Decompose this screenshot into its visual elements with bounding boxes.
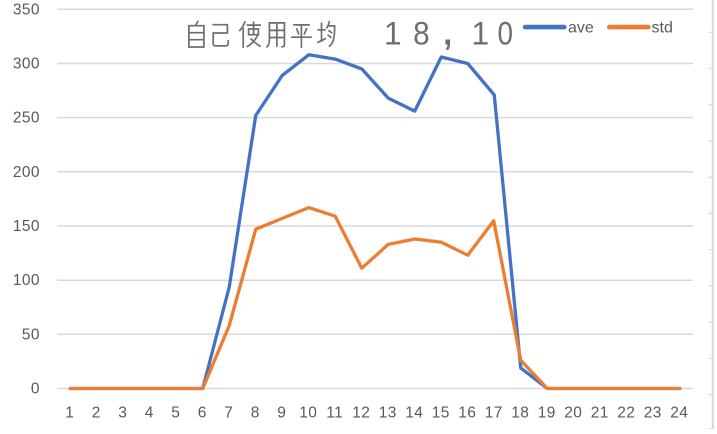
svg-text:19: 19 xyxy=(538,405,556,422)
svg-text:24: 24 xyxy=(670,405,688,422)
svg-text:9: 9 xyxy=(277,405,286,422)
svg-text:10: 10 xyxy=(299,405,317,422)
svg-text:12: 12 xyxy=(352,405,370,422)
svg-text:7: 7 xyxy=(224,405,233,422)
svg-text:0: 0 xyxy=(31,381,40,398)
svg-text:3: 3 xyxy=(118,405,127,422)
svg-text:22: 22 xyxy=(617,405,635,422)
svg-text:350: 350 xyxy=(13,1,40,18)
svg-text:23: 23 xyxy=(644,405,662,422)
svg-text:200: 200 xyxy=(13,164,40,181)
svg-text:0: 0 xyxy=(498,16,514,52)
svg-text:1: 1 xyxy=(384,16,402,52)
svg-text:2: 2 xyxy=(92,405,101,422)
svg-text:100: 100 xyxy=(13,272,40,289)
svg-text:50: 50 xyxy=(22,326,40,343)
svg-text:ave: ave xyxy=(568,20,594,37)
svg-text:1: 1 xyxy=(471,16,489,52)
svg-text:4: 4 xyxy=(145,405,154,422)
svg-text:13: 13 xyxy=(379,405,397,422)
svg-text:14: 14 xyxy=(405,405,423,422)
svg-text:16: 16 xyxy=(458,405,476,422)
svg-text:17: 17 xyxy=(485,405,503,422)
svg-text:18: 18 xyxy=(511,405,529,422)
svg-text:,: , xyxy=(443,15,452,52)
svg-text:21: 21 xyxy=(591,405,609,422)
svg-text:6: 6 xyxy=(198,405,207,422)
svg-text:150: 150 xyxy=(13,218,40,235)
svg-text:15: 15 xyxy=(432,405,450,422)
svg-text:8: 8 xyxy=(251,405,260,422)
svg-text:20: 20 xyxy=(564,405,582,422)
svg-text:11: 11 xyxy=(326,405,343,422)
svg-text:250: 250 xyxy=(13,110,40,127)
svg-text:300: 300 xyxy=(13,56,40,73)
svg-text:5: 5 xyxy=(171,405,180,422)
svg-text:8: 8 xyxy=(413,16,430,52)
svg-text:1: 1 xyxy=(65,405,74,422)
svg-text:std: std xyxy=(652,20,673,37)
